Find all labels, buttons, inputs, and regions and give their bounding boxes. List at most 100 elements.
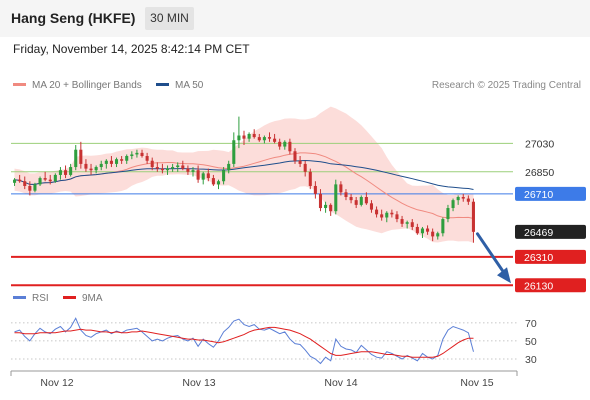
candle-body-5 (38, 178, 42, 185)
candle-body-36 (196, 170, 200, 180)
rsi-tick-30: 30 (525, 354, 537, 366)
candle-body-23 (130, 154, 134, 157)
legend-item-ma50: MA 50 (156, 80, 203, 92)
instrument-title: Hang Seng (HKFE) (11, 10, 136, 26)
candle-body-74 (390, 212, 394, 215)
level-label-27030: 27030 (525, 138, 554, 150)
candle-body-31 (171, 167, 175, 169)
level-tag-26310 (515, 249, 586, 264)
candle-body-56 (298, 160, 302, 164)
candle-body-30 (165, 168, 170, 171)
x-tick-nov-14: Nov 14 (324, 377, 357, 389)
candle-body-60 (318, 193, 323, 209)
legend-item-rsi: RSI (13, 293, 49, 305)
candle-body-6 (43, 178, 47, 180)
legend-item-ma20: MA 20 + Bollinger Bands (13, 80, 142, 92)
candle-body-49 (262, 137, 266, 141)
candle-body-14 (84, 163, 88, 169)
candle-body-81 (426, 228, 430, 232)
candle-body-90 (471, 201, 475, 232)
candle-body-72 (380, 214, 384, 218)
candle-body-37 (201, 173, 205, 180)
candle-body-75 (395, 214, 399, 220)
candle-body-12 (74, 149, 78, 168)
candle-body-32 (176, 165, 180, 168)
candle-body-10 (64, 170, 68, 175)
ma50-line (14, 159, 474, 190)
legend-swatch-9ma (63, 295, 76, 299)
level-labels: 27030 26850 26710 26469 26310 26130 (515, 138, 586, 293)
candle-body-87 (456, 197, 460, 201)
candle-body-57 (303, 163, 307, 172)
candle-body-61 (324, 204, 328, 209)
candle-body-70 (369, 203, 374, 210)
candle-body-41 (222, 170, 226, 182)
candle-body-50 (267, 137, 272, 139)
candle-body-15 (89, 168, 93, 171)
candle-body-29 (160, 168, 164, 171)
candle-body-82 (431, 231, 435, 237)
candle-body-77 (405, 222, 409, 224)
forecast-arrow (475, 232, 511, 284)
candle-body-45 (242, 135, 246, 139)
legend-label-rsi: RSI (32, 293, 49, 304)
price-levels (11, 142, 513, 287)
candle-body-59 (313, 185, 317, 194)
candle-body-4 (33, 184, 37, 191)
candle-body-48 (257, 137, 261, 141)
level-tag-26130 (515, 278, 586, 293)
level-label-26310: 26310 (524, 252, 553, 264)
level-tag-26710 (515, 186, 586, 201)
candle-body-22 (125, 156, 129, 161)
candle-body-7 (48, 179, 52, 182)
candle-body-69 (364, 197, 368, 204)
candle-body-9 (58, 170, 62, 175)
candle-body-19 (109, 160, 113, 164)
candle-body-43 (232, 140, 236, 164)
candle-body-76 (400, 219, 404, 224)
level-label-26850: 26850 (525, 167, 554, 179)
level-label-26469: 26469 (524, 227, 553, 239)
candle-body-34 (186, 168, 190, 172)
candle-body-63 (334, 184, 338, 212)
candle-body-39 (211, 178, 215, 185)
legend-label-ma50: MA 50 (175, 80, 204, 91)
candlesticks (13, 116, 475, 243)
level-tag-26469 (515, 224, 586, 239)
candle-body-85 (446, 208, 450, 220)
rsi-series-rsi (14, 317, 474, 365)
bollinger-band-area (14, 106, 474, 243)
candle-body-86 (451, 200, 455, 209)
candle-body-28 (155, 167, 159, 169)
candle-body-62 (329, 204, 333, 212)
moving-averages (14, 152, 474, 219)
candle-body-17 (99, 163, 103, 168)
forecast-arrow-shaft (475, 232, 507, 276)
candle-body-58 (308, 171, 312, 186)
legend-label-ma20: MA 20 + Bollinger Bands (32, 80, 142, 91)
copyright-text: Research © 2025 Trading Central (431, 80, 581, 91)
candle-body-25 (140, 152, 144, 157)
top-bar: Hang Seng (HKFE) 30 MIN (0, 0, 590, 37)
rsi-tick-50: 50 (525, 336, 537, 348)
x-axis: Nov 12 Nov 13 Nov 14 Nov 15 (10, 370, 518, 389)
legend-item-9ma: 9MA (63, 293, 103, 305)
forecast-arrow-head (497, 267, 511, 284)
candle-body-65 (344, 192, 348, 197)
candle-body-89 (466, 198, 470, 202)
legend-label-9ma: 9MA (82, 293, 103, 304)
candle-body-54 (288, 141, 292, 152)
legend-swatch-ma50 (156, 82, 169, 86)
candle-body-52 (278, 141, 282, 147)
candle-body-40 (216, 181, 221, 185)
candle-body-78 (410, 222, 414, 227)
candle-body-20 (114, 159, 119, 164)
x-tick-nov-13: Nov 13 (182, 377, 215, 389)
legend-swatch-rsi (13, 295, 26, 299)
candle-body-84 (441, 219, 445, 234)
candle-body-1 (18, 179, 22, 182)
timeframe-button[interactable]: 30 MIN (145, 7, 194, 30)
bollinger-band (14, 106, 474, 243)
candle-body-44 (237, 135, 241, 141)
